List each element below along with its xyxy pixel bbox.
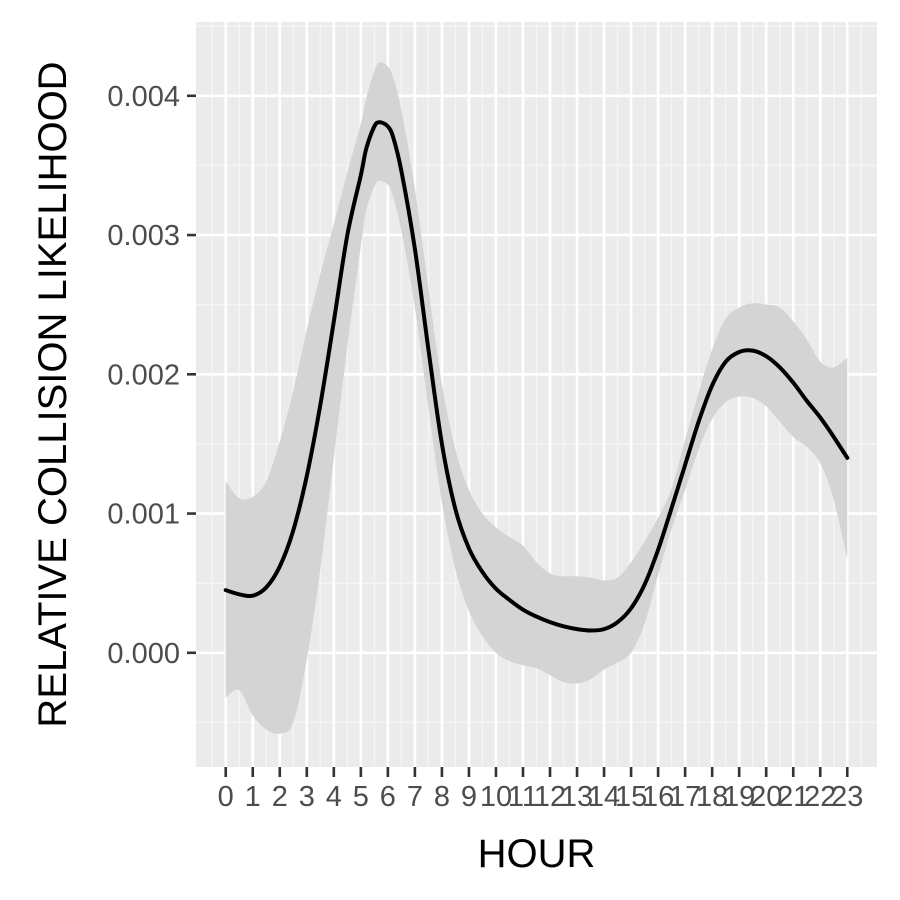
x-tick-label: 0 [218, 781, 234, 813]
x-tick-label: 3 [299, 781, 315, 813]
x-tick-label: 21 [777, 781, 809, 813]
x-axis-title: HOUR [478, 832, 596, 876]
x-tick-label: 15 [615, 781, 647, 813]
y-axis-ticks: 0.000 0.001 0.002 0.003 0.004 [107, 81, 196, 670]
x-tick-label: 11 [508, 781, 538, 813]
x-tick-label: 16 [642, 781, 674, 813]
x-tick-label: 9 [461, 781, 477, 813]
x-tick-label: 8 [434, 781, 450, 813]
y-tick-label: 0.004 [107, 81, 180, 113]
y-axis-title: RELATIVE COLLISION LIKELIHOOD [31, 61, 75, 727]
x-tick-label: 19 [723, 781, 755, 813]
x-tick-label: 14 [588, 781, 620, 813]
smoothed-trend-line [223, 120, 850, 633]
y-tick-label: 0.002 [107, 359, 180, 391]
y-tick-label: 0.000 [107, 638, 180, 670]
x-tick-label: 18 [696, 781, 728, 813]
x-tick-label: 12 [534, 781, 566, 813]
y-tick-label: 0.001 [107, 499, 180, 531]
confidence-band [225, 62, 848, 734]
x-tick-label: 1 [245, 781, 261, 813]
x-tick-label: 13 [561, 781, 593, 813]
x-tick-label: 10 [480, 781, 512, 813]
x-tick-label: 20 [750, 781, 782, 813]
x-tick-label: 5 [353, 781, 369, 813]
x-tick-label: 23 [831, 781, 863, 813]
x-tick-label: 17 [669, 781, 701, 813]
y-tick-label: 0.003 [107, 220, 180, 252]
x-tick-label: 4 [326, 781, 342, 813]
x-tick-label: 22 [804, 781, 836, 813]
x-tick-label: 7 [407, 781, 423, 813]
x-tick-label: 6 [380, 781, 396, 813]
x-tick-label: 2 [272, 781, 288, 813]
